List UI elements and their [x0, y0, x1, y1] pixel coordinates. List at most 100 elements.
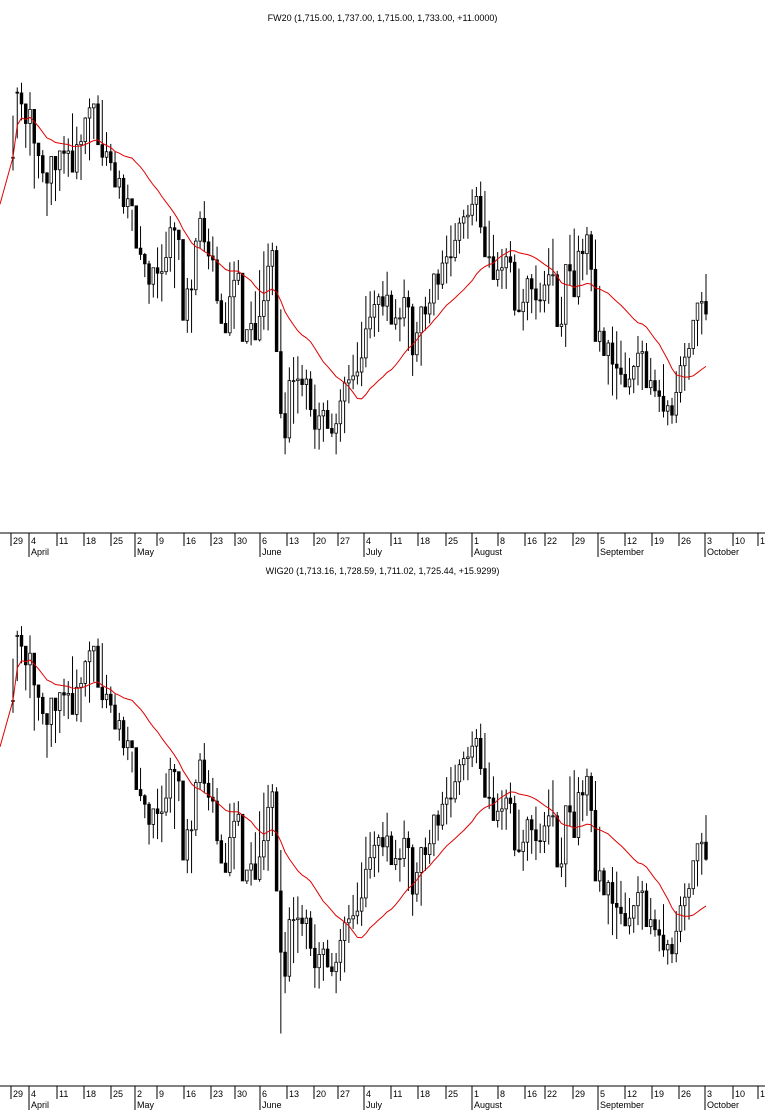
- x-tick-label: 12: [627, 536, 637, 546]
- candle: [491, 234, 496, 280]
- candle: [521, 829, 525, 871]
- candle: [474, 729, 479, 764]
- candle: [551, 238, 555, 286]
- candle: [555, 270, 559, 327]
- candle: [704, 815, 708, 861]
- candle: [104, 674, 109, 709]
- candle-body-up: [525, 819, 530, 843]
- candle: [381, 281, 385, 316]
- candle: [113, 694, 117, 730]
- candle: [151, 267, 156, 298]
- candle-body-up: [236, 272, 241, 281]
- candle-body-down: [215, 259, 219, 302]
- candle: [155, 788, 160, 840]
- candle: [164, 773, 168, 816]
- candle: [440, 791, 445, 830]
- candle-body-down: [19, 92, 24, 105]
- candle: [614, 871, 619, 940]
- x-tick-label: 11: [393, 536, 402, 546]
- x-tick-label: 19: [654, 536, 664, 546]
- candle: [287, 367, 292, 443]
- candle-body-down: [436, 273, 440, 285]
- candle: [347, 904, 351, 943]
- candle: [206, 228, 211, 270]
- candle-body-up: [559, 863, 564, 868]
- candle-body-down: [623, 373, 627, 388]
- candle: [457, 759, 462, 795]
- candle: [262, 792, 266, 871]
- candle: [687, 883, 691, 920]
- candle: [415, 321, 419, 362]
- candle-body-down: [657, 390, 661, 397]
- candle: [49, 156, 53, 206]
- candle-body-up: [185, 829, 190, 861]
- candle: [483, 732, 487, 798]
- candle: [636, 335, 640, 386]
- candle-body-up: [470, 745, 474, 758]
- candle: [666, 400, 670, 426]
- candle: [644, 883, 649, 928]
- candle: [636, 876, 640, 926]
- candle: [436, 810, 440, 841]
- candle-body-up: [678, 905, 683, 932]
- candle-body-up: [432, 273, 436, 304]
- month-label: May: [137, 547, 155, 557]
- candle: [342, 916, 347, 973]
- candle: [19, 626, 24, 664]
- candle: [461, 751, 466, 781]
- x-tick-label: 20: [316, 1089, 326, 1099]
- candle: [274, 245, 279, 353]
- candle-body-up: [291, 919, 296, 922]
- candle-body-down: [202, 759, 207, 784]
- candle: [649, 357, 653, 395]
- candle: [253, 832, 258, 880]
- candle: [287, 907, 292, 982]
- candle-body-up: [542, 284, 547, 302]
- candle: [172, 763, 177, 830]
- x-tick-label: 16: [527, 536, 537, 546]
- candle-body-up: [461, 758, 466, 766]
- candle: [678, 356, 683, 403]
- wig20-chart-panel: WIG20 (1,713.16, 1,728.59, 1,711.02, 1,7…: [0, 562, 765, 1110]
- month-label: August: [474, 547, 503, 557]
- candle: [257, 270, 262, 342]
- candle-body-up: [474, 737, 479, 747]
- candle: [96, 95, 100, 146]
- candle: [87, 641, 92, 703]
- candle: [109, 143, 113, 171]
- candle-body-down: [572, 270, 576, 298]
- candle: [508, 782, 513, 814]
- candle: [130, 740, 134, 773]
- candle: [313, 924, 317, 988]
- candle-body-up: [338, 940, 343, 963]
- candle-body-up: [576, 792, 581, 838]
- candle-body-down: [155, 267, 160, 274]
- candle-body-up: [521, 301, 525, 313]
- candle: [79, 134, 83, 180]
- candle-body-up: [495, 810, 500, 821]
- x-tick-label: 1: [474, 536, 479, 546]
- candle: [317, 942, 321, 989]
- candle: [300, 364, 304, 397]
- candle: [321, 942, 326, 981]
- candle: [402, 279, 406, 327]
- candle-body-up: [198, 759, 202, 783]
- candle-body-down: [62, 692, 66, 696]
- candle: [117, 170, 122, 199]
- candle-body-down: [593, 268, 598, 342]
- candle: [185, 818, 190, 874]
- candle: [168, 757, 173, 813]
- candle: [695, 302, 700, 347]
- candle-body-down: [704, 841, 708, 860]
- candle: [674, 911, 678, 963]
- candle: [300, 904, 304, 936]
- candle: [351, 354, 355, 390]
- candle-body-down: [96, 645, 100, 688]
- candle: [130, 198, 134, 231]
- candle-body-down: [619, 367, 623, 375]
- candle: [474, 187, 479, 222]
- candle-body-down: [512, 803, 517, 851]
- candle-body-down: [130, 198, 134, 207]
- candle: [700, 832, 704, 875]
- x-tick-label: 27: [340, 1089, 350, 1099]
